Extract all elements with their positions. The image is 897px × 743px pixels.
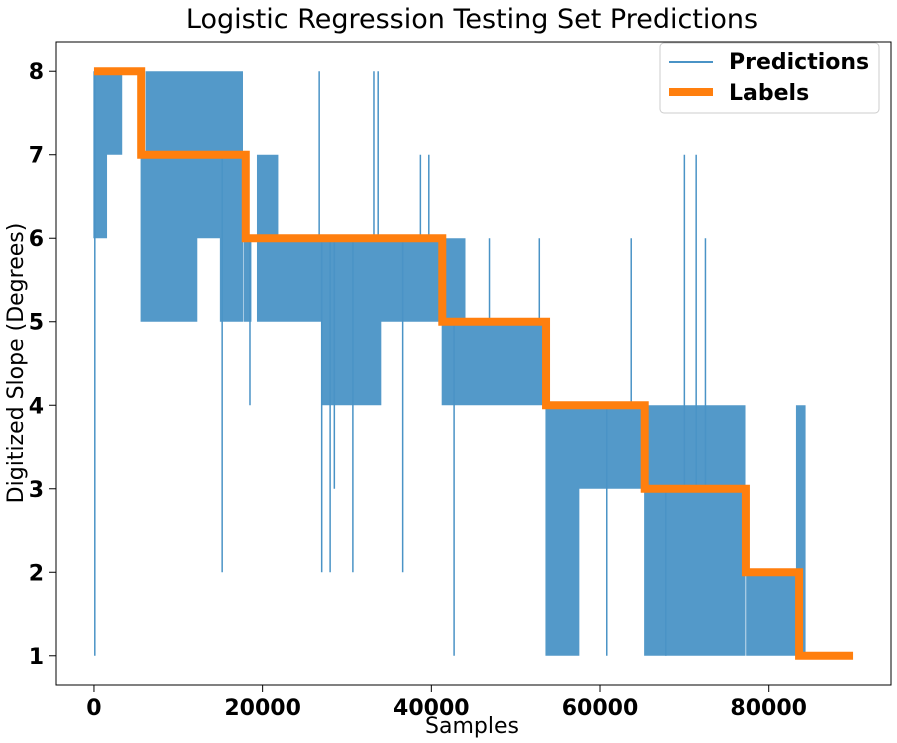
x-tick-label: 40000 — [393, 696, 470, 721]
y-tick-label: 4 — [29, 394, 44, 419]
chart-title: Logistic Regression Testing Set Predicti… — [186, 4, 758, 35]
y-tick-label: 2 — [29, 561, 44, 586]
y-tick-label: 1 — [29, 645, 44, 670]
x-axis: 0 20000 40000 60000 80000 — [86, 685, 807, 721]
predictions-series — [93, 71, 806, 656]
y-tick-label: 7 — [29, 144, 44, 169]
y-axis-label: Digitized Slope (Degrees) — [4, 223, 29, 504]
y-tick-label: 6 — [29, 227, 44, 252]
x-axis-label: Samples — [425, 714, 519, 739]
y-axis: 1 2 3 4 5 6 7 8 — [29, 60, 56, 670]
legend-box — [659, 42, 880, 114]
legend: Predictions Labels — [659, 42, 880, 114]
labels-step-line — [93, 67, 854, 660]
plot-frame — [55, 41, 892, 686]
x-tick-label: 80000 — [730, 696, 807, 721]
legend-label-labels: Labels — [729, 81, 809, 106]
predictions-noise — [93, 71, 806, 656]
labels-series — [93, 67, 854, 660]
y-tick-label: 3 — [29, 478, 44, 503]
x-tick-label: 60000 — [562, 696, 639, 721]
x-tick-label: 0 — [86, 696, 101, 721]
x-tick-label: 20000 — [224, 696, 301, 721]
y-tick-label: 8 — [29, 60, 44, 85]
y-tick-label: 5 — [29, 311, 44, 336]
legend-label-predictions: Predictions — [729, 50, 869, 75]
